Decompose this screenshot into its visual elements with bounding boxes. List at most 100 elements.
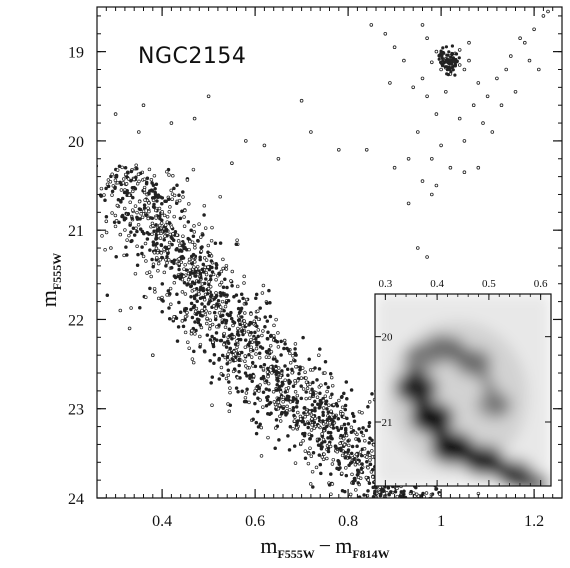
ms-star-1594 <box>257 389 261 393</box>
ms-star-310 <box>208 318 213 322</box>
ms-star-889 <box>389 490 393 494</box>
ms-star-1198 <box>234 242 239 246</box>
ms-star-736 <box>208 338 213 342</box>
ms-star-1477 <box>331 426 336 430</box>
clump-core-star-65 <box>447 61 451 66</box>
ms-star-1224 <box>168 232 172 237</box>
ms-star-1226 <box>137 199 142 204</box>
ms-star-876 <box>395 494 400 498</box>
ms-star-1543 <box>304 410 309 414</box>
ms-star-1754 <box>158 216 162 221</box>
ms-star-639 <box>140 245 144 249</box>
ms-star-1752 <box>205 292 210 296</box>
y-tick-label-4: 23 <box>68 402 84 419</box>
ms-star-219 <box>141 209 146 213</box>
ms-star-475 <box>154 235 159 240</box>
clump-core-star-56 <box>449 55 453 59</box>
inset-frame <box>374 293 552 487</box>
ms-star-1520 <box>315 395 320 399</box>
ms-star-556 <box>192 224 196 228</box>
ms-star-1187 <box>193 245 197 250</box>
ms-star-47 <box>152 286 157 291</box>
ms-star-1263 <box>288 351 292 356</box>
ms-star-810 <box>183 262 187 267</box>
ms-star-333 <box>331 457 336 462</box>
ms-star-714 <box>301 387 306 391</box>
ms-star-312 <box>346 448 351 452</box>
ms-star-700 <box>105 293 110 297</box>
ms-star-1369 <box>312 426 316 431</box>
clump-star-30 <box>457 116 462 121</box>
ms-star-699 <box>165 261 169 265</box>
ms-star-170 <box>254 315 258 320</box>
ms-star-1696 <box>359 466 364 471</box>
ms-star-1464 <box>237 363 241 368</box>
ms-star-1507 <box>285 404 289 409</box>
ms-star-730 <box>185 310 189 315</box>
ms-star-1643 <box>185 178 190 182</box>
ms-star-717 <box>204 258 209 262</box>
ms-star-1418 <box>308 482 313 486</box>
ms-star-255 <box>164 264 168 268</box>
ms-star-1067 <box>135 210 139 215</box>
clump-core-star-45 <box>453 60 457 64</box>
inset-upper-ridge <box>409 332 507 417</box>
ms-star-27 <box>326 436 330 440</box>
ms-star-1129 <box>191 360 196 365</box>
ms-star-1692 <box>155 255 159 260</box>
ms-star-1635 <box>129 179 133 183</box>
ms-star-1708 <box>153 243 158 247</box>
ms-star-956 <box>179 260 184 265</box>
ms-star-831 <box>277 403 282 408</box>
ms-star-1275 <box>309 428 314 432</box>
ms-star-1441 <box>145 271 149 275</box>
ms-star-1062 <box>231 323 235 328</box>
ms-star-1448 <box>317 406 321 410</box>
ms-star-375 <box>277 438 281 442</box>
ms-star-1542 <box>144 259 148 263</box>
clump-star-28 <box>415 130 420 134</box>
ms-star-1540 <box>245 374 249 378</box>
ms-star-1148 <box>167 221 172 225</box>
ms-star-143 <box>274 317 278 322</box>
ms-star-1582 <box>225 293 229 297</box>
ms-star-1111 <box>368 436 372 440</box>
ms-star-1163 <box>414 485 418 490</box>
ms-star-1639 <box>251 364 255 368</box>
ms-star-1567 <box>395 486 399 491</box>
ms-star-499 <box>260 291 265 295</box>
y-tick-label-0: 19 <box>68 45 84 62</box>
ms-star-1287 <box>249 321 253 325</box>
ms-star-1458 <box>123 172 128 177</box>
ms-star-1126 <box>167 317 172 321</box>
clump-star-36 <box>425 36 429 40</box>
field-star-17 <box>406 201 411 206</box>
ms-star-370 <box>321 413 325 418</box>
ms-star-652 <box>272 400 277 404</box>
ms-star-1151 <box>299 441 303 446</box>
ms-star-1557 <box>271 367 275 371</box>
ms-star-1086 <box>232 335 236 339</box>
field-star-11 <box>230 161 234 166</box>
ms-star-1508 <box>257 351 262 356</box>
ms-star-777 <box>243 338 248 342</box>
ms-star-1787 <box>352 457 356 461</box>
ms-star-653 <box>291 426 295 431</box>
ms-star-1503 <box>316 443 321 447</box>
ms-star-1211 <box>193 320 197 324</box>
ms-star-353 <box>154 182 159 187</box>
clump-star-48 <box>388 81 392 85</box>
ms-star-340 <box>256 425 261 429</box>
ms-star-470 <box>155 199 159 203</box>
clump-core-star-57 <box>446 53 450 57</box>
ms-star-538 <box>281 400 285 404</box>
ms-star-1374 <box>368 453 372 457</box>
ms-star-1562 <box>194 312 199 317</box>
ms-star-173 <box>212 361 216 366</box>
clump-core-star-25 <box>442 51 446 55</box>
ms-star-107 <box>238 322 242 327</box>
ms-star-1767 <box>212 353 217 357</box>
ms-star-1252 <box>186 282 190 286</box>
ms-star-358 <box>168 205 172 209</box>
field-star-10 <box>192 116 197 121</box>
